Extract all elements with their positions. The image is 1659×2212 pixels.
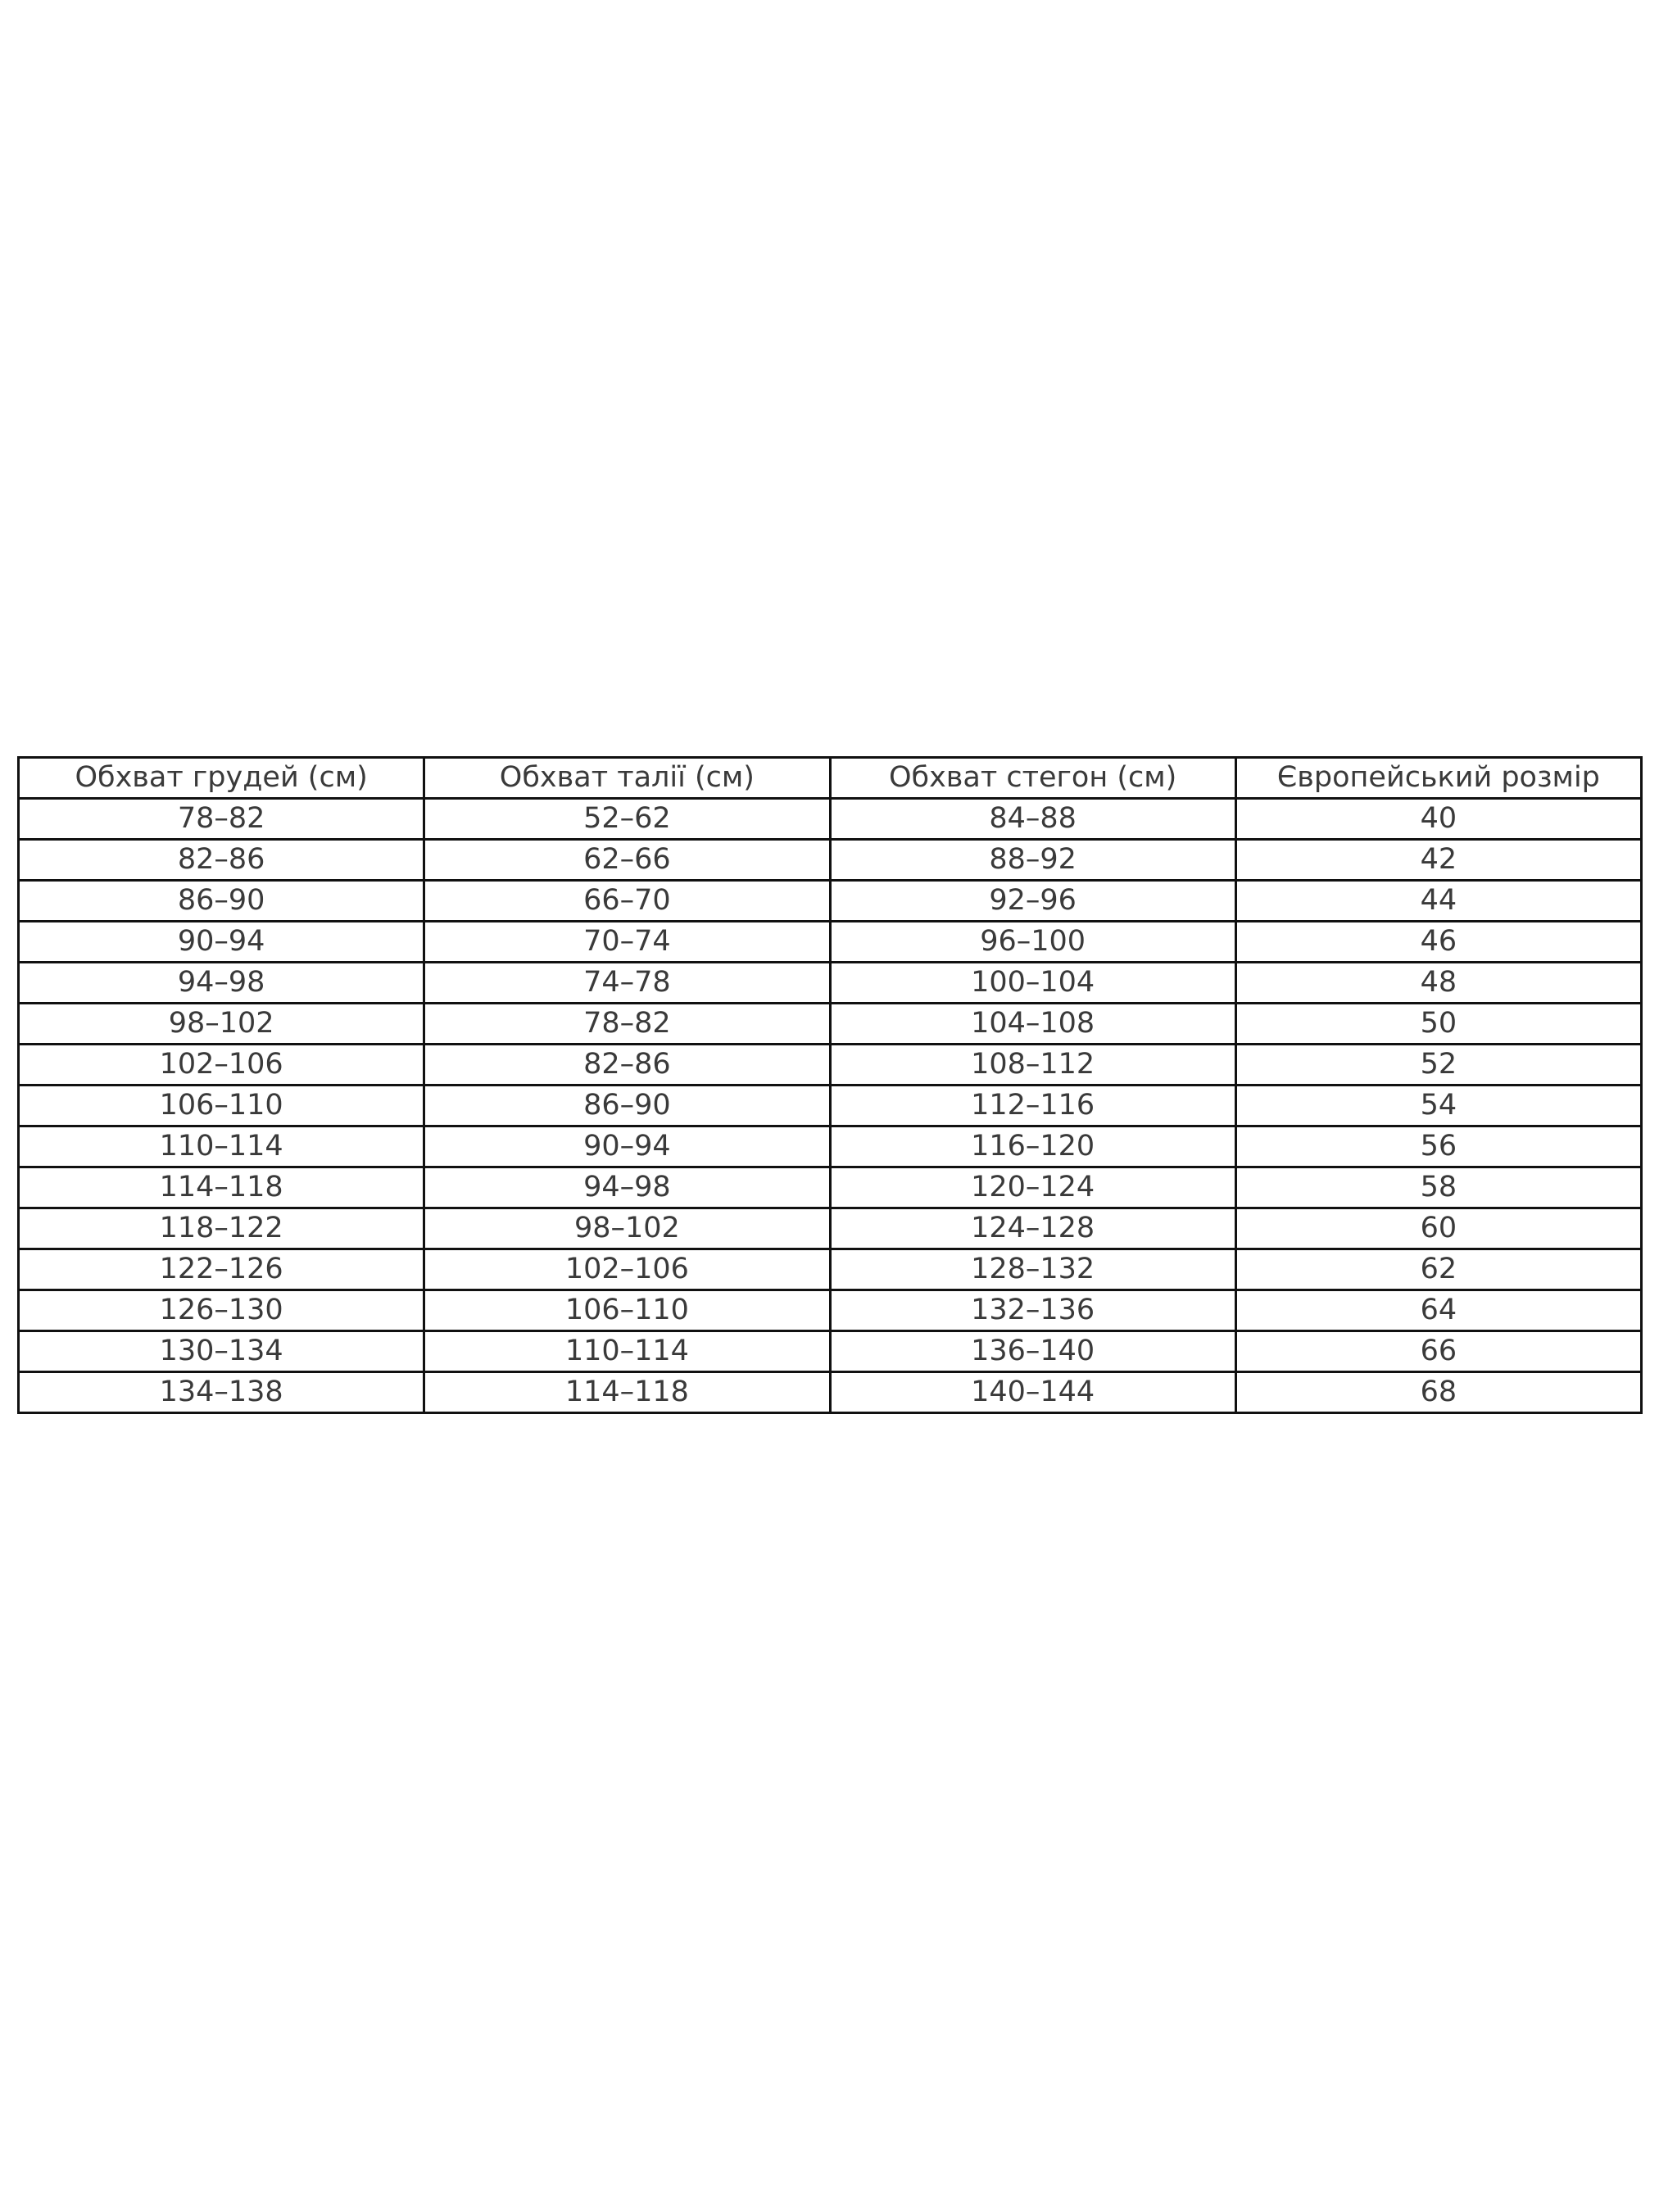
cell-waist: 66–70 [423, 879, 832, 922]
cell-hips: 132–136 [828, 1289, 1237, 1332]
cell-chest: 126–130 [16, 1289, 426, 1332]
cell-hips: 96–100 [828, 920, 1237, 963]
cell-hips: 136–140 [828, 1330, 1237, 1373]
cell-hips: 84–88 [828, 797, 1237, 841]
cell-eu-size: 44 [1234, 879, 1643, 922]
table-row: 126–130 106–110 132–136 64 [16, 1289, 1643, 1332]
cell-eu-size: 42 [1234, 838, 1643, 882]
table-row: 82–86 62–66 88–92 42 [16, 838, 1643, 882]
cell-eu-size: 40 [1234, 797, 1643, 841]
cell-waist: 110–114 [423, 1330, 832, 1373]
cell-chest: 78–82 [16, 797, 426, 841]
cell-waist: 102–106 [423, 1248, 832, 1291]
cell-chest: 94–98 [16, 961, 426, 1004]
cell-waist: 90–94 [423, 1125, 832, 1168]
cell-hips: 140–144 [828, 1371, 1237, 1414]
cell-chest: 86–90 [16, 879, 426, 922]
cell-hips: 104–108 [828, 1002, 1237, 1045]
cell-hips: 92–96 [828, 879, 1237, 922]
header-row: Обхват грудей (см) Обхват талії (см) Обх… [16, 756, 1643, 800]
cell-eu-size: 52 [1234, 1043, 1643, 1086]
table-row: 106–110 86–90 112–116 54 [16, 1084, 1643, 1127]
cell-chest: 98–102 [16, 1002, 426, 1045]
cell-hips: 120–124 [828, 1166, 1237, 1209]
cell-waist: 98–102 [423, 1207, 832, 1250]
cell-waist: 62–66 [423, 838, 832, 882]
cell-waist: 70–74 [423, 920, 832, 963]
header-eu-size: Європейський розмір [1234, 756, 1643, 800]
table-row: 122–126 102–106 128–132 62 [16, 1248, 1643, 1291]
header-hips: Обхват стегон (см) [828, 756, 1237, 800]
cell-eu-size: 68 [1234, 1371, 1643, 1414]
cell-chest: 110–114 [16, 1125, 426, 1168]
table-row: 118–122 98–102 124–128 60 [16, 1207, 1643, 1250]
cell-waist: 86–90 [423, 1084, 832, 1127]
cell-waist: 114–118 [423, 1371, 832, 1414]
cell-eu-size: 64 [1234, 1289, 1643, 1332]
table-row: 90–94 70–74 96–100 46 [16, 920, 1643, 963]
cell-chest: 122–126 [16, 1248, 426, 1291]
cell-chest: 106–110 [16, 1084, 426, 1127]
cell-chest: 114–118 [16, 1166, 426, 1209]
cell-hips: 128–132 [828, 1248, 1237, 1291]
cell-hips: 88–92 [828, 838, 1237, 882]
cell-eu-size: 66 [1234, 1330, 1643, 1373]
cell-waist: 74–78 [423, 961, 832, 1004]
cell-eu-size: 46 [1234, 920, 1643, 963]
cell-chest: 102–106 [16, 1043, 426, 1086]
table-row: 114–118 94–98 120–124 58 [16, 1166, 1643, 1209]
cell-eu-size: 56 [1234, 1125, 1643, 1168]
table-row: 78–82 52–62 84–88 40 [16, 797, 1643, 841]
table-row: 134–138 114–118 140–144 68 [16, 1371, 1643, 1414]
cell-waist: 52–62 [423, 797, 832, 841]
cell-hips: 116–120 [828, 1125, 1237, 1168]
cell-eu-size: 48 [1234, 961, 1643, 1004]
header-waist: Обхват талії (см) [423, 756, 832, 800]
size-chart-table: Обхват грудей (см) Обхват талії (см) Обх… [16, 756, 1643, 1414]
cell-eu-size: 50 [1234, 1002, 1643, 1045]
cell-chest: 134–138 [16, 1371, 426, 1414]
cell-chest: 82–86 [16, 838, 426, 882]
table-row: 102–106 82–86 108–112 52 [16, 1043, 1643, 1086]
header-chest: Обхват грудей (см) [16, 756, 426, 800]
table-row: 130–134 110–114 136–140 66 [16, 1330, 1643, 1373]
cell-chest: 90–94 [16, 920, 426, 963]
cell-chest: 130–134 [16, 1330, 426, 1373]
cell-eu-size: 54 [1234, 1084, 1643, 1127]
table-row: 110–114 90–94 116–120 56 [16, 1125, 1643, 1168]
cell-chest: 118–122 [16, 1207, 426, 1250]
cell-waist: 106–110 [423, 1289, 832, 1332]
table-row: 94–98 74–78 100–104 48 [16, 961, 1643, 1004]
cell-hips: 112–116 [828, 1084, 1237, 1127]
cell-hips: 108–112 [828, 1043, 1237, 1086]
cell-eu-size: 62 [1234, 1248, 1643, 1291]
cell-eu-size: 58 [1234, 1166, 1643, 1209]
cell-waist: 94–98 [423, 1166, 832, 1209]
cell-waist: 82–86 [423, 1043, 832, 1086]
cell-eu-size: 60 [1234, 1207, 1643, 1250]
cell-hips: 124–128 [828, 1207, 1237, 1250]
table-row: 98–102 78–82 104–108 50 [16, 1002, 1643, 1045]
table-row: 86–90 66–70 92–96 44 [16, 879, 1643, 922]
cell-waist: 78–82 [423, 1002, 832, 1045]
cell-hips: 100–104 [828, 961, 1237, 1004]
